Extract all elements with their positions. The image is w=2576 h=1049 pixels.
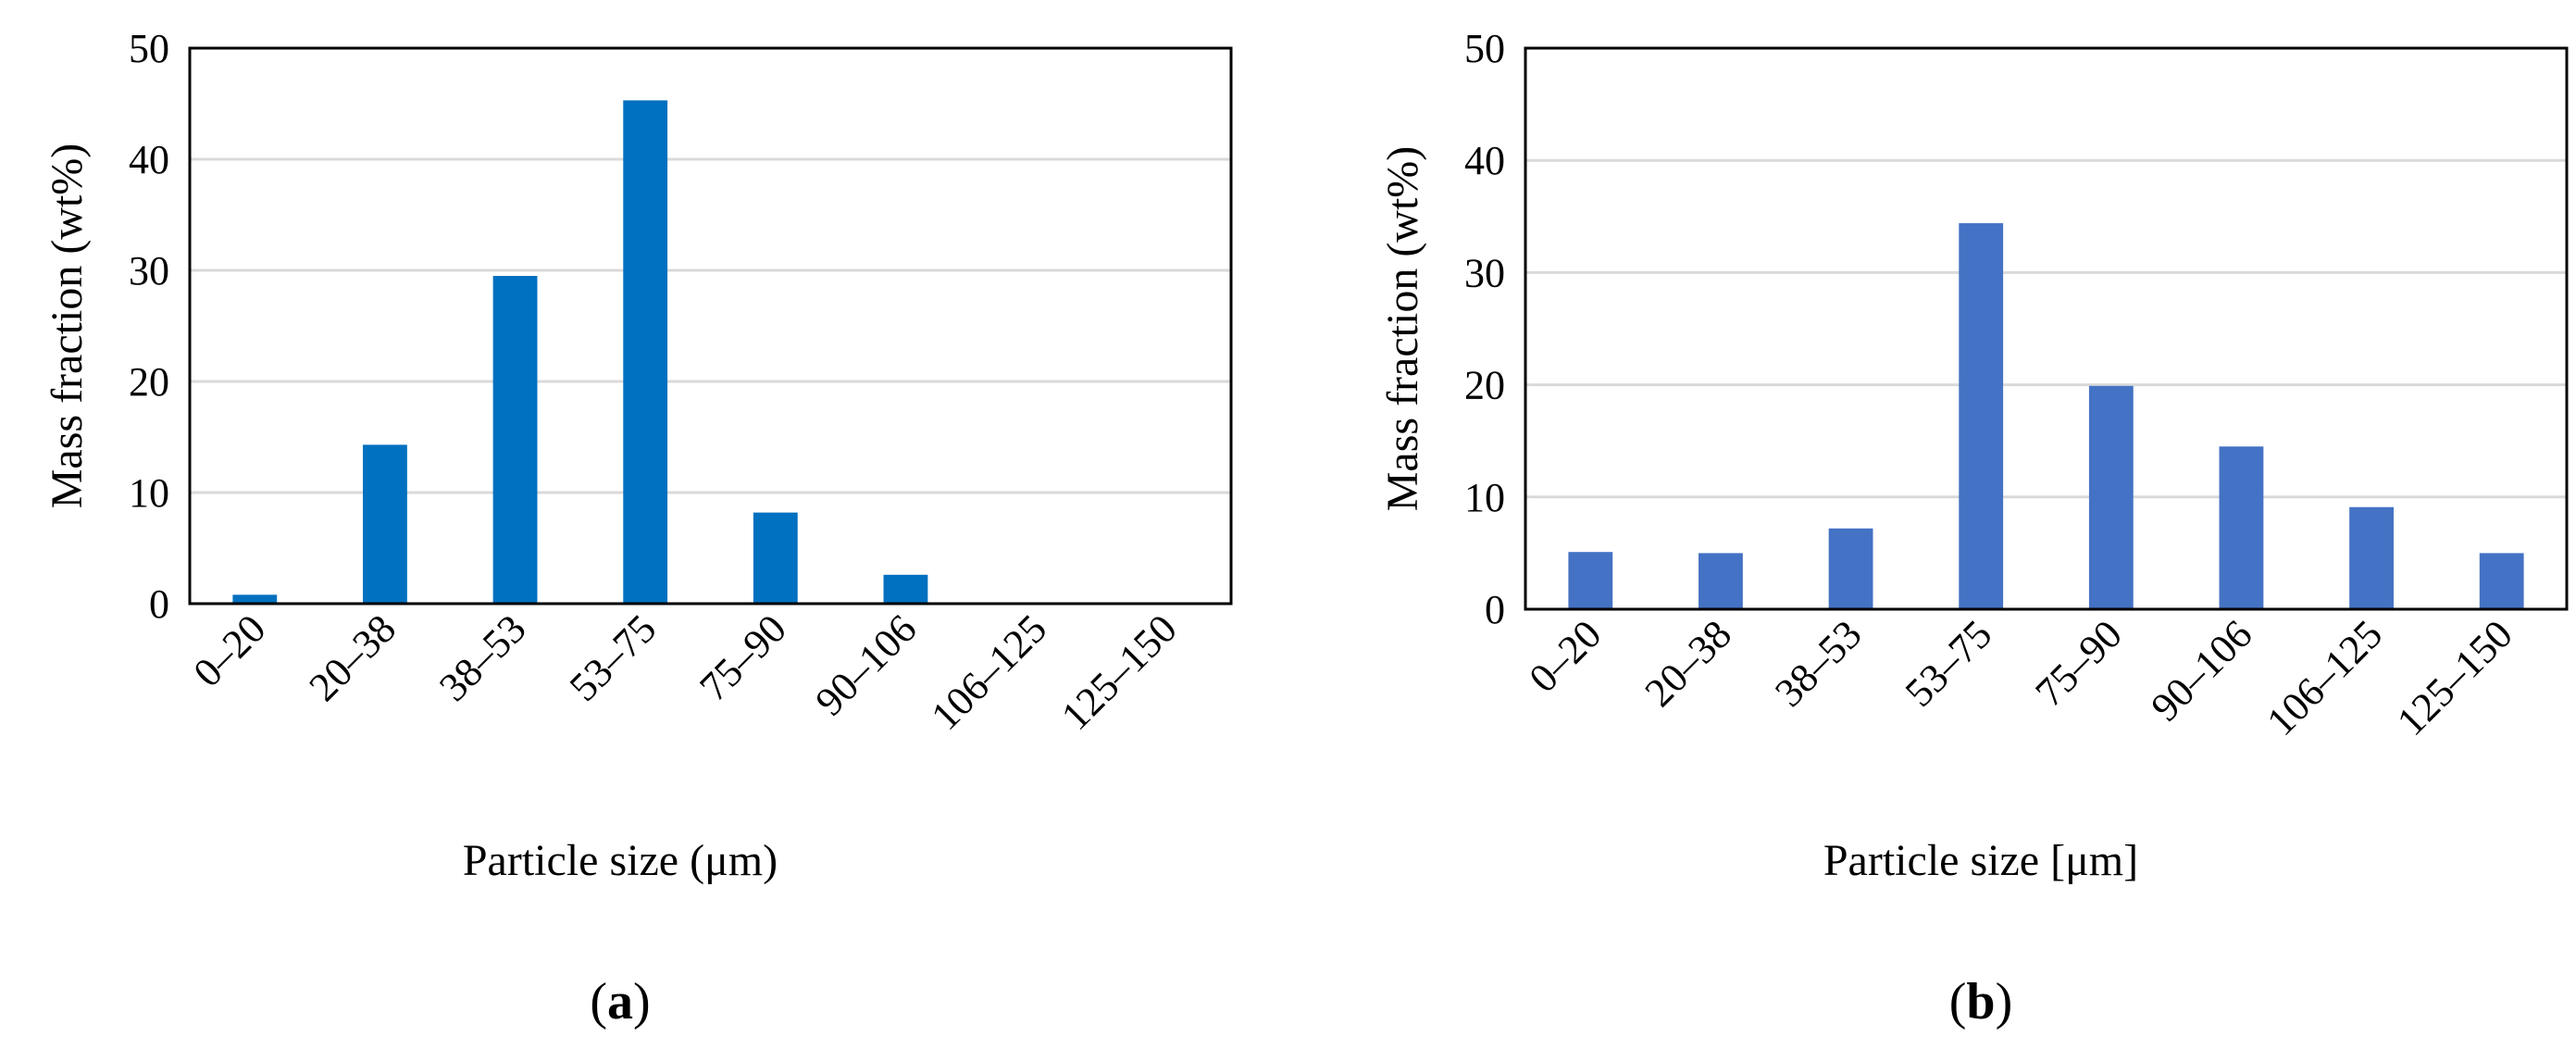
x-tick-labels-a: 0–20 20–38 38–53 53–75 75–90 90–106106–125125… [185, 606, 1186, 739]
y-tick-labels-a: 0 10 20 30 40 50 [129, 26, 169, 627]
bar-125–150 [2479, 553, 2524, 609]
x-tick-label: 20–38 [1636, 611, 1740, 715]
bar-38–53 [492, 276, 538, 604]
panel-letter-b: b [1966, 973, 1995, 1030]
x-tick-label: 38–53 [1766, 611, 1870, 715]
y-tick-label: 30 [129, 248, 169, 293]
x-tick-label: 125–150 [1052, 606, 1186, 739]
bar-0–20 [1568, 552, 1613, 609]
bar-106–125 [2349, 506, 2394, 609]
x-tick-label: 53–75 [561, 606, 665, 709]
panel-label-a: (a) [590, 973, 650, 1030]
bar-75–90 [753, 512, 798, 604]
x-tick-label: 125–150 [2388, 611, 2521, 744]
bar-0–20 [232, 594, 278, 604]
x-tick-label: 90–106 [2143, 611, 2261, 730]
panel-letter-a: a [607, 973, 633, 1030]
y-tick-label: 20 [1464, 363, 1505, 408]
x-axis-title-b: Particle size [μm] [1823, 836, 2138, 885]
y-tick-label: 10 [129, 470, 169, 516]
x-axis-title-a: Particle size (μm) [463, 836, 778, 885]
plot-frame-a [188, 46, 1233, 606]
gridlines-b [1525, 158, 2567, 499]
gridlines-a [190, 157, 1231, 494]
x-tick-label: 53–75 [1897, 611, 2000, 715]
x-tick-label: 38–53 [430, 606, 534, 709]
y-tick-label: 50 [1464, 26, 1505, 71]
panel-label-b: (b) [1949, 973, 2012, 1030]
x-tick-label: 75–90 [2026, 611, 2130, 715]
y-tick-label: 40 [129, 137, 169, 182]
chart-panel-a: 0 10 20 30 40 50 0–20 20–38 38–53 53–75 75–90 90–1… [43, 26, 1233, 1030]
y-tick-label: 0 [1485, 587, 1505, 632]
x-tick-label: 106–125 [2259, 611, 2392, 744]
y-axis-title-a: Mass fraction (wt%) [43, 144, 92, 509]
plot-frame-b [1524, 46, 2569, 611]
x-tick-label: 0–20 [185, 606, 275, 695]
bars-b [1568, 223, 2524, 609]
bar-53–75 [623, 100, 668, 604]
bar-38–53 [1828, 528, 1873, 609]
x-tick-labels-b: 0–20 20–38 38–53 53–75 75–90 90–106106–125125… [1521, 611, 2521, 744]
bar-53–75 [1959, 223, 2004, 609]
y-tick-label: 20 [129, 359, 169, 405]
bar-20–38 [363, 444, 407, 604]
x-tick-label: 20–38 [301, 606, 404, 709]
bar-90–106 [2219, 446, 2264, 609]
x-tick-label: 90–106 [807, 606, 926, 724]
y-axis-title-b: Mass fraction (wt%) [1378, 146, 1427, 512]
x-tick-label: 106–125 [923, 606, 1056, 739]
bar-90–106 [883, 574, 928, 604]
y-tick-label: 10 [1464, 475, 1505, 520]
bar-20–38 [1699, 553, 1743, 609]
y-tick-label: 0 [149, 581, 169, 627]
x-tick-label: 75–90 [691, 606, 794, 709]
y-tick-label: 30 [1464, 250, 1505, 295]
bars-a [232, 100, 928, 604]
y-tick-label: 50 [129, 26, 169, 71]
x-tick-label: 0–20 [1521, 611, 1611, 701]
y-tick-labels-b: 0 10 20 30 40 50 [1464, 26, 1505, 632]
y-tick-label: 40 [1464, 138, 1505, 183]
chart-panel-b: 0 10 20 30 40 50 0–20 20–38 38–53 53–75 75–90 90–1… [1378, 26, 2569, 1030]
bar-75–90 [2088, 385, 2134, 609]
